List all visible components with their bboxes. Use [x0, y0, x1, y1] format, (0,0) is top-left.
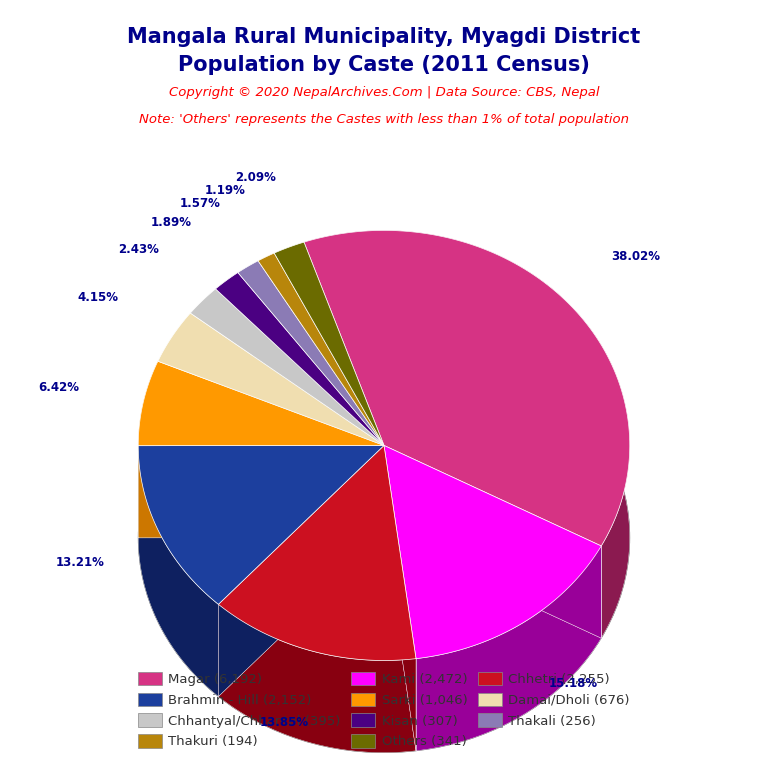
Text: Note: 'Others' represents the Castes with less than 1% of total population: Note: 'Others' represents the Castes wit… — [139, 113, 629, 126]
Polygon shape — [304, 230, 630, 638]
Text: 38.02%: 38.02% — [611, 250, 660, 263]
Polygon shape — [138, 361, 384, 445]
Text: 6.42%: 6.42% — [38, 381, 79, 394]
Polygon shape — [218, 445, 384, 697]
Polygon shape — [216, 273, 384, 445]
Text: 15.18%: 15.18% — [549, 677, 598, 690]
Polygon shape — [384, 445, 601, 638]
Polygon shape — [190, 289, 384, 445]
Polygon shape — [384, 445, 416, 751]
Polygon shape — [218, 445, 384, 697]
Text: 1.19%: 1.19% — [204, 184, 245, 197]
Text: 2.43%: 2.43% — [118, 243, 159, 257]
Text: Population by Caste (2011 Census): Population by Caste (2011 Census) — [178, 55, 590, 75]
Text: 13.85%: 13.85% — [260, 716, 310, 729]
Text: 1.89%: 1.89% — [151, 216, 192, 229]
Polygon shape — [158, 313, 384, 445]
Polygon shape — [304, 230, 630, 546]
Polygon shape — [138, 445, 384, 538]
Polygon shape — [138, 445, 218, 697]
Ellipse shape — [138, 323, 630, 753]
Text: 1.57%: 1.57% — [180, 197, 220, 210]
Polygon shape — [258, 253, 384, 445]
Text: Copyright © 2020 NepalArchives.Com | Data Source: CBS, Nepal: Copyright © 2020 NepalArchives.Com | Dat… — [169, 86, 599, 99]
Polygon shape — [416, 546, 601, 751]
Polygon shape — [384, 445, 601, 638]
Polygon shape — [218, 604, 416, 753]
Text: 13.21%: 13.21% — [56, 556, 105, 569]
Text: 2.09%: 2.09% — [235, 171, 276, 184]
Polygon shape — [238, 261, 384, 445]
Text: 4.15%: 4.15% — [78, 292, 119, 304]
Polygon shape — [384, 445, 416, 751]
Text: Mangala Rural Municipality, Myagdi District: Mangala Rural Municipality, Myagdi Distr… — [127, 27, 641, 47]
Polygon shape — [218, 445, 416, 660]
Polygon shape — [138, 445, 384, 538]
Polygon shape — [384, 445, 601, 659]
Polygon shape — [138, 445, 384, 604]
Polygon shape — [274, 242, 384, 445]
Legend: Magar (6,192), Brahmin - Hill (2,152), Chhantyal/Chhantel (395), Thakuri (194), : Magar (6,192), Brahmin - Hill (2,152), C… — [133, 667, 635, 753]
Polygon shape — [138, 361, 158, 538]
